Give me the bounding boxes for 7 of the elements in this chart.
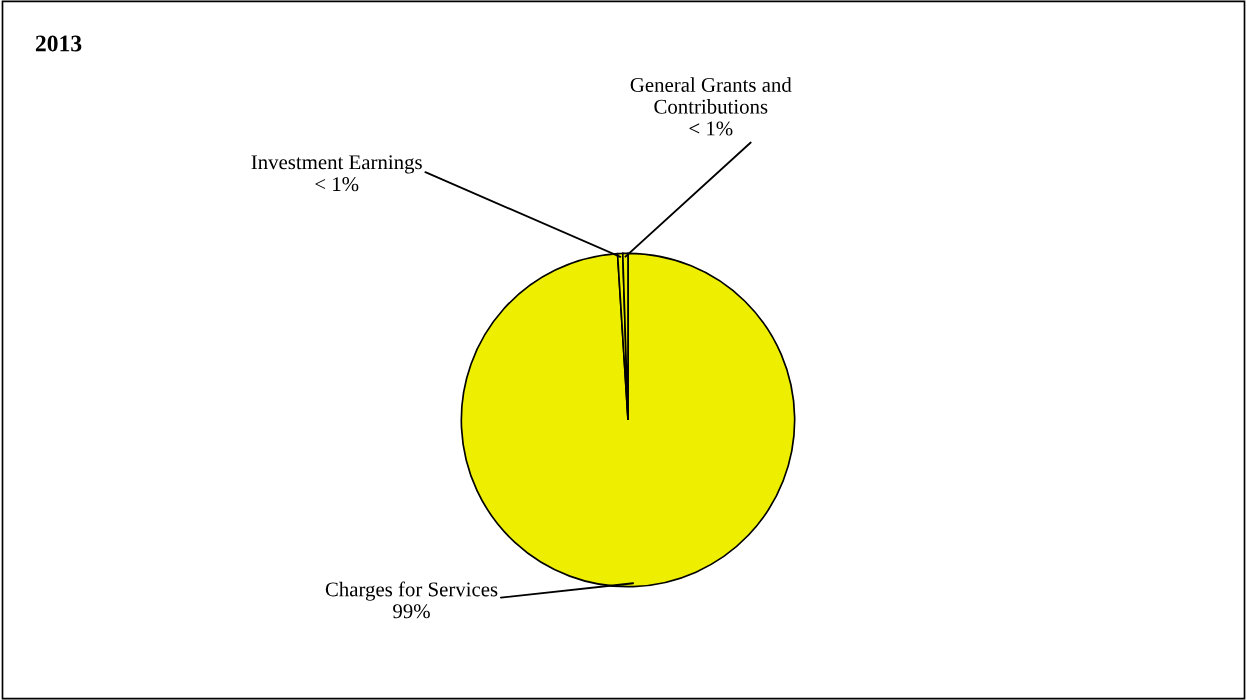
slice-label: Investment Earnings <box>251 155 422 174</box>
data-label: < 1% <box>315 177 359 192</box>
slice-label: General Grants and Contributions <box>630 77 792 114</box>
text: 2013 <box>35 35 82 52</box>
data-label: < 1% <box>689 121 733 136</box>
data-label: 99% <box>393 604 430 619</box>
slice-label: Charges for Services <box>325 581 498 601</box>
